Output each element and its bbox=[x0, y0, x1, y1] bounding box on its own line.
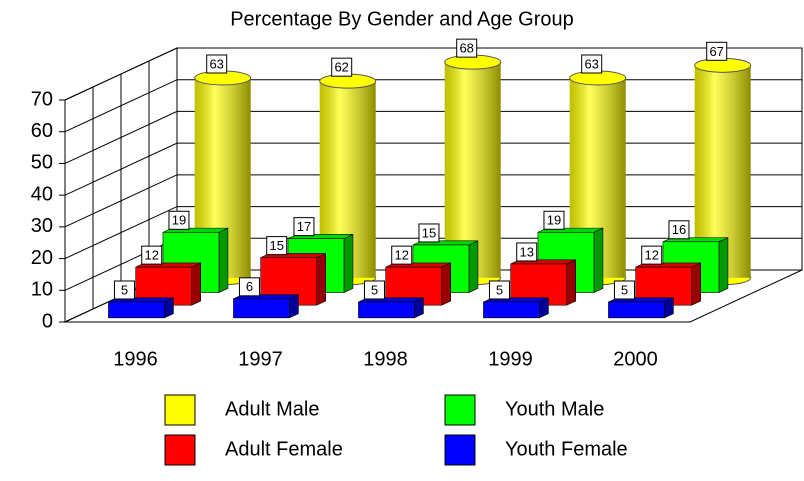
bar-side-shade bbox=[691, 262, 701, 306]
value-label: 63 bbox=[584, 56, 598, 71]
legend-swatch bbox=[444, 394, 476, 426]
bar-front bbox=[483, 301, 540, 319]
value-label-box bbox=[613, 280, 635, 300]
value-label: 12 bbox=[394, 248, 408, 263]
y-tick-label: 60 bbox=[31, 120, 53, 142]
grid-line bbox=[64, 47, 802, 101]
y-tick-label: 20 bbox=[31, 247, 53, 269]
x-tick-label: 1999 bbox=[488, 348, 533, 370]
bar-side-shade bbox=[289, 294, 299, 318]
bar-side-shade bbox=[414, 297, 424, 318]
value-label: 6 bbox=[246, 279, 253, 294]
bar-side-shade bbox=[218, 228, 228, 293]
x-tick-label: 1998 bbox=[363, 348, 408, 370]
legend-label: Adult Female bbox=[225, 438, 343, 460]
value-label-box bbox=[641, 245, 663, 265]
legend-label: Adult Male bbox=[225, 398, 320, 420]
value-label-box bbox=[331, 57, 353, 77]
value-label: 67 bbox=[709, 44, 723, 59]
y-tick-label: 50 bbox=[31, 152, 53, 174]
y-tick-label: 0 bbox=[42, 310, 53, 332]
value-label-box bbox=[238, 277, 260, 297]
bar bbox=[108, 297, 174, 319]
legend-swatch bbox=[164, 434, 196, 466]
bar bbox=[608, 297, 674, 319]
bar-side-shade bbox=[566, 259, 576, 306]
value-label: 13 bbox=[519, 244, 533, 259]
bar-side-shade bbox=[718, 237, 728, 293]
bar-side-shade bbox=[539, 297, 549, 318]
value-label: 16 bbox=[672, 222, 686, 237]
value-label-box bbox=[543, 210, 565, 230]
bar bbox=[483, 297, 549, 319]
value-label: 12 bbox=[644, 248, 658, 263]
value-label: 19 bbox=[547, 213, 561, 228]
bar-front bbox=[608, 301, 665, 319]
value-label: 15 bbox=[422, 225, 436, 240]
value-label-box bbox=[706, 41, 728, 61]
value-label-box bbox=[391, 245, 413, 265]
bar-front bbox=[233, 298, 290, 319]
value-label-box bbox=[206, 54, 228, 74]
legend-label: Youth Male bbox=[505, 398, 604, 420]
bar-front bbox=[358, 301, 415, 319]
y-tick-label: 70 bbox=[31, 88, 53, 110]
value-label: 15 bbox=[269, 238, 283, 253]
x-tick-label: 1996 bbox=[113, 348, 158, 370]
bar-side-shade bbox=[593, 228, 603, 293]
value-label-box bbox=[141, 245, 163, 265]
value-label: 5 bbox=[621, 282, 628, 297]
value-label-box bbox=[363, 280, 385, 300]
value-label: 62 bbox=[334, 60, 348, 75]
legend-label: Youth Female bbox=[505, 438, 628, 460]
value-label-box bbox=[266, 236, 288, 256]
y-tick-label: 40 bbox=[31, 183, 53, 205]
bar-side-shade bbox=[191, 262, 201, 306]
bar-side-shade bbox=[343, 234, 353, 293]
value-label-box bbox=[293, 217, 315, 237]
bar-side-shade bbox=[468, 240, 478, 293]
value-label: 5 bbox=[121, 282, 128, 297]
y-tick-label: 10 bbox=[31, 279, 53, 301]
value-label-box bbox=[488, 280, 510, 300]
chart-title: Percentage By Gender and Age Group bbox=[230, 8, 574, 30]
x-tick-label: 1997 bbox=[238, 348, 283, 370]
bar bbox=[358, 297, 424, 319]
x-tick-label: 2000 bbox=[613, 348, 658, 370]
value-label: 19 bbox=[172, 213, 186, 228]
bar-side-shade bbox=[316, 253, 326, 306]
legend-swatch bbox=[164, 394, 196, 426]
bar-side-shade bbox=[164, 297, 174, 318]
value-label-box bbox=[113, 280, 135, 300]
bar-front bbox=[108, 301, 165, 319]
bar bbox=[635, 262, 701, 306]
bar-side-shade bbox=[664, 297, 674, 318]
value-label: 5 bbox=[496, 282, 503, 297]
value-label-box bbox=[516, 242, 538, 262]
value-label: 17 bbox=[297, 219, 311, 234]
value-label: 12 bbox=[144, 248, 158, 263]
legend-swatch bbox=[444, 434, 476, 466]
value-label: 5 bbox=[371, 282, 378, 297]
value-label: 63 bbox=[209, 56, 223, 71]
value-label-box bbox=[418, 223, 440, 243]
value-label-box bbox=[456, 38, 478, 58]
value-label-box bbox=[668, 220, 690, 240]
value-label-box bbox=[168, 210, 190, 230]
bar bbox=[233, 294, 299, 319]
y-tick-label: 30 bbox=[31, 215, 53, 237]
bar-side-shade bbox=[441, 262, 451, 306]
value-label: 68 bbox=[459, 41, 473, 56]
value-label-box bbox=[581, 54, 603, 74]
